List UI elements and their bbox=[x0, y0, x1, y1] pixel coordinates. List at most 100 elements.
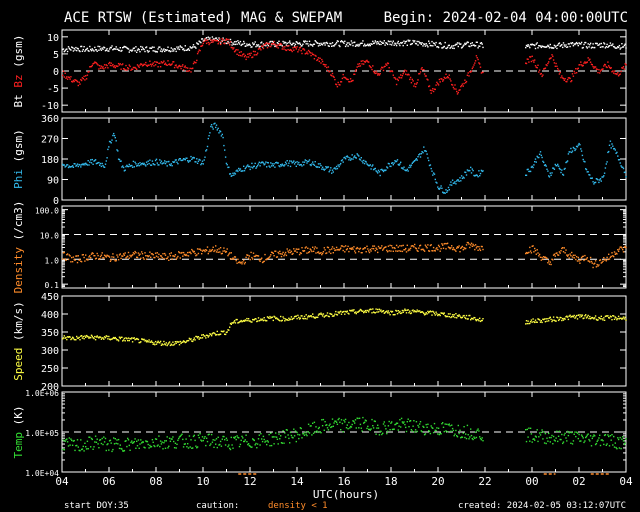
data-point-temp bbox=[337, 418, 339, 421]
data-point-bt bbox=[128, 51, 130, 53]
data-point-phi bbox=[265, 161, 267, 163]
data-point-bt bbox=[449, 47, 451, 49]
data-point-temp bbox=[437, 433, 439, 435]
data-point-bz bbox=[480, 72, 483, 74]
data-point-phi bbox=[95, 162, 98, 165]
data-point-bz bbox=[74, 79, 76, 81]
data-point-density bbox=[312, 246, 314, 248]
data-point-bt bbox=[571, 42, 574, 44]
data-point-speed bbox=[447, 313, 450, 315]
data-point-temp bbox=[265, 440, 267, 442]
data-point-density bbox=[429, 244, 432, 247]
data-point-speed bbox=[290, 316, 293, 318]
data-point-temp bbox=[138, 447, 140, 449]
data-point-bz bbox=[580, 61, 582, 63]
data-point-density bbox=[255, 254, 257, 257]
data-point-speed bbox=[388, 312, 390, 314]
data-point-bz bbox=[70, 76, 72, 78]
data-point-density bbox=[391, 245, 393, 247]
data-point-density bbox=[232, 257, 234, 259]
data-point-density bbox=[479, 249, 482, 252]
data-point-phi bbox=[375, 170, 377, 172]
data-point-phi bbox=[110, 142, 112, 144]
data-point-bt bbox=[529, 46, 531, 49]
data-point-speed bbox=[266, 316, 269, 318]
data-point-bz bbox=[281, 48, 283, 50]
data-point-bt bbox=[114, 48, 116, 50]
data-point-bt bbox=[160, 48, 163, 50]
data-point-bz bbox=[363, 63, 365, 65]
data-point-temp bbox=[534, 435, 537, 437]
data-point-speed bbox=[324, 315, 326, 317]
data-point-phi bbox=[154, 164, 156, 166]
data-point-bz bbox=[573, 70, 575, 73]
data-point-speed bbox=[138, 341, 140, 344]
data-point-speed bbox=[253, 319, 255, 321]
data-point-speed bbox=[207, 336, 209, 338]
data-point-bz bbox=[385, 63, 387, 65]
data-point-bz bbox=[235, 49, 237, 51]
data-point-phi bbox=[456, 179, 459, 181]
data-point-bt bbox=[184, 45, 186, 47]
data-point-density bbox=[566, 255, 569, 257]
data-point-density bbox=[173, 255, 176, 258]
data-point-phi bbox=[423, 150, 426, 152]
data-point-density bbox=[617, 249, 619, 251]
data-point-density bbox=[239, 262, 242, 264]
data-point-bt bbox=[71, 47, 74, 49]
data-point-bt bbox=[548, 45, 550, 47]
data-point-phi bbox=[525, 174, 528, 176]
data-point-temp bbox=[231, 444, 233, 446]
data-point-phi bbox=[80, 166, 82, 168]
data-point-speed bbox=[357, 311, 359, 313]
data-point-bt bbox=[392, 40, 394, 42]
data-point-bz bbox=[215, 39, 217, 42]
data-point-bt bbox=[339, 45, 341, 48]
data-point-bz bbox=[395, 83, 398, 86]
data-point-bt bbox=[385, 42, 387, 44]
data-point-speed bbox=[368, 309, 371, 311]
data-point-bz bbox=[248, 52, 251, 55]
data-point-bz bbox=[331, 72, 334, 75]
data-point-bz bbox=[123, 68, 126, 70]
data-point-bt bbox=[233, 41, 236, 43]
data-point-bt bbox=[409, 39, 411, 42]
data-point-bt bbox=[432, 45, 434, 47]
data-point-bz bbox=[377, 74, 379, 76]
data-point-density bbox=[306, 252, 308, 254]
data-point-speed bbox=[570, 316, 572, 318]
data-point-temp bbox=[173, 447, 176, 449]
data-point-bt bbox=[242, 43, 244, 45]
data-point-speed bbox=[473, 316, 475, 319]
data-point-temp bbox=[594, 443, 597, 446]
data-point-speed bbox=[154, 344, 156, 346]
data-point-density bbox=[149, 251, 151, 253]
data-point-bt bbox=[323, 42, 325, 44]
data-point-bz bbox=[526, 58, 528, 60]
data-point-density bbox=[532, 245, 534, 247]
data-point-temp bbox=[548, 432, 550, 435]
data-point-bz bbox=[325, 64, 327, 66]
data-point-speed bbox=[331, 315, 334, 317]
data-point-temp bbox=[435, 429, 437, 432]
data-point-phi bbox=[72, 166, 75, 168]
data-point-density bbox=[442, 244, 444, 246]
data-point-density bbox=[344, 245, 347, 247]
data-point-temp bbox=[617, 438, 620, 441]
data-point-density bbox=[248, 255, 251, 257]
data-point-speed bbox=[235, 318, 237, 321]
data-point-density bbox=[264, 253, 266, 256]
data-point-phi bbox=[257, 163, 260, 165]
data-point-speed bbox=[411, 309, 413, 312]
data-point-speed bbox=[329, 312, 331, 315]
data-point-bt bbox=[328, 45, 330, 47]
data-point-speed bbox=[263, 317, 265, 319]
data-point-bt bbox=[447, 44, 450, 47]
data-point-phi bbox=[335, 165, 338, 168]
data-point-bz bbox=[122, 68, 125, 70]
data-point-bt bbox=[327, 45, 330, 47]
data-point-phi bbox=[176, 161, 178, 163]
data-point-density bbox=[535, 253, 537, 255]
data-point-phi bbox=[268, 165, 270, 167]
